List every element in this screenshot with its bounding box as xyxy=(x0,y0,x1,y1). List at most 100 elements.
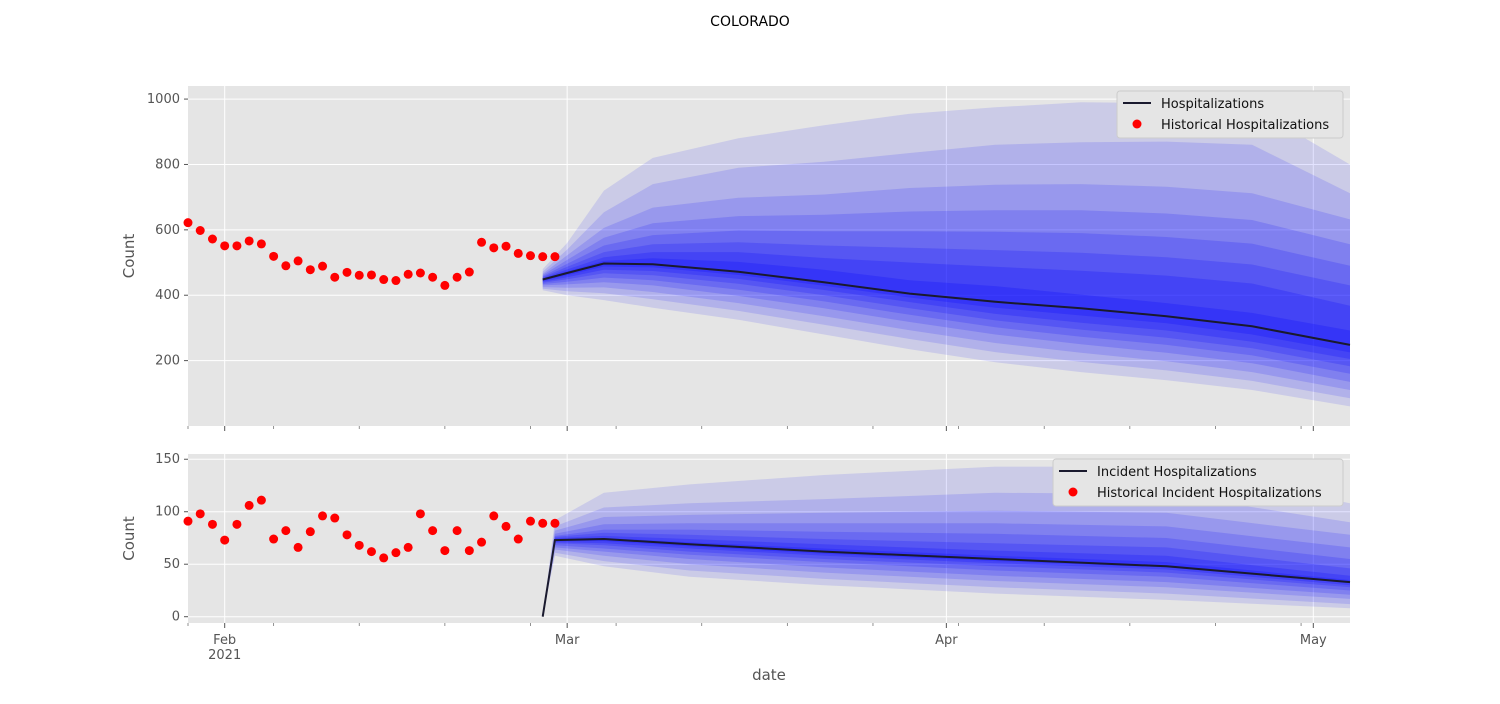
forecast-band xyxy=(542,141,1350,399)
x-axis-label: date xyxy=(752,666,786,684)
x-tick-label: May xyxy=(1300,633,1327,648)
historical-point xyxy=(220,241,230,251)
historical-point xyxy=(183,516,193,526)
historical-point xyxy=(256,495,266,505)
historical-point xyxy=(305,527,315,537)
forecast-band xyxy=(542,492,1350,617)
historical-point xyxy=(391,276,401,286)
forecast-band xyxy=(542,529,1350,617)
x-tick-label: Mar xyxy=(555,633,580,648)
y-axis-label: Count xyxy=(120,516,138,561)
legend-box xyxy=(1116,90,1344,139)
historical-point xyxy=(538,518,548,528)
forecast-band xyxy=(542,230,1350,374)
historical-point xyxy=(489,511,499,521)
historical-point xyxy=(489,243,499,253)
historical-point xyxy=(391,548,401,558)
historical-point xyxy=(318,261,328,271)
historical-point xyxy=(220,535,230,545)
panel-hospitalizations: 200 400 600 800 1000 Count Hospitalizations His… xyxy=(120,86,1351,431)
historical-point xyxy=(452,526,462,536)
historical-point xyxy=(440,280,450,290)
historical-point xyxy=(269,534,279,544)
y-tick-label: 150 xyxy=(155,452,180,467)
historical-point xyxy=(232,241,242,251)
y-tick-label: 100 xyxy=(155,505,180,520)
historical-point xyxy=(428,526,438,536)
historical-point xyxy=(354,270,364,280)
legend-label-forecast: Hospitalizations xyxy=(1161,97,1264,112)
y-tick-label: 600 xyxy=(155,223,180,238)
historical-point xyxy=(207,519,217,529)
historical-point xyxy=(342,267,352,277)
historical-point xyxy=(366,270,376,280)
plot-background xyxy=(188,86,1350,426)
historical-point xyxy=(550,518,560,528)
y-tick-label: 1000 xyxy=(147,92,180,107)
historical-point xyxy=(244,500,254,510)
historical-point xyxy=(477,537,487,547)
historical-point xyxy=(379,553,389,563)
x-tick-label: 2021 xyxy=(208,648,241,663)
legend-point-swatch xyxy=(1132,119,1142,129)
historical-point xyxy=(232,519,242,529)
historical-point xyxy=(281,526,291,536)
historical-point xyxy=(403,542,413,552)
x-tick-label: Feb xyxy=(213,633,236,648)
historical-point xyxy=(195,226,205,235)
median-line xyxy=(542,262,1351,346)
historical-point xyxy=(305,265,315,275)
legend: Incident Hospitalizations Historical Inci… xyxy=(1052,458,1344,507)
historical-point xyxy=(281,261,291,271)
forecast-band xyxy=(542,102,1350,407)
historical-point xyxy=(379,275,389,285)
historical-point xyxy=(464,267,474,277)
historical-point xyxy=(501,521,511,531)
legend-label-historical: Historical Hospitalizations xyxy=(1161,118,1329,133)
historical-point xyxy=(207,234,217,244)
panel-incident-hospitalizations: 0 50 100 150 Count Incident Hospitalizations H… xyxy=(120,452,1351,628)
historical-point xyxy=(452,272,462,282)
historical-point xyxy=(538,252,548,262)
historical-point xyxy=(525,516,535,526)
historical-point xyxy=(477,237,487,247)
historical-point xyxy=(428,272,438,282)
historical-point xyxy=(183,218,193,228)
legend-label-historical: Historical Incident Hospitalizations xyxy=(1097,486,1322,501)
historical-point xyxy=(354,540,364,550)
y-tick-label: 200 xyxy=(155,354,180,369)
legend-label-forecast: Incident Hospitalizations xyxy=(1097,465,1257,480)
forecast-band xyxy=(542,184,1350,390)
historical-point xyxy=(244,236,254,246)
forecast-band xyxy=(542,252,1350,359)
forecast-band xyxy=(542,510,1350,617)
y-tick-label: 50 xyxy=(163,557,180,572)
historical-point xyxy=(366,547,376,557)
forecast-band xyxy=(542,210,1350,382)
historical-point xyxy=(318,511,328,521)
historical-point xyxy=(525,251,535,261)
median-line xyxy=(541,537,1351,617)
legend: Hospitalizations Historical Hospitalizati… xyxy=(1116,90,1344,139)
y-axis-label: Count xyxy=(120,234,138,279)
historical-point xyxy=(269,251,279,261)
forecast-band xyxy=(542,538,1350,617)
historical-point xyxy=(293,542,303,552)
forecast-band xyxy=(542,532,1350,617)
y-tick-label: 0 xyxy=(172,610,180,625)
historical-point xyxy=(513,248,523,258)
chart-title: COLORADO xyxy=(710,14,790,30)
historical-point xyxy=(440,546,450,556)
historical-point xyxy=(256,239,266,249)
historical-point xyxy=(415,268,425,278)
historical-point xyxy=(501,241,511,251)
historical-point xyxy=(330,272,340,282)
historical-point xyxy=(550,252,560,262)
historical-point xyxy=(403,269,413,279)
historical-point xyxy=(330,513,340,523)
historical-point xyxy=(415,509,425,519)
forecast-band xyxy=(542,535,1350,617)
historical-point xyxy=(293,256,303,266)
